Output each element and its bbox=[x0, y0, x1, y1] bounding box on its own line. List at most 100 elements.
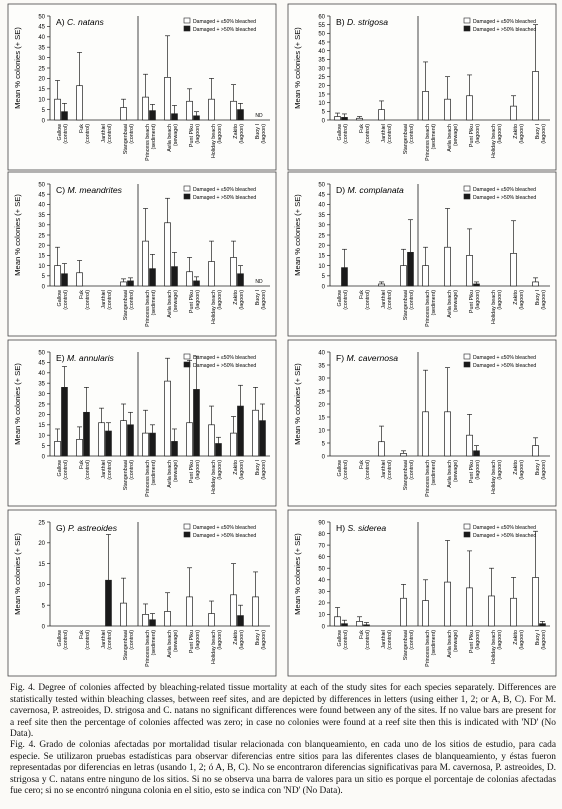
bar bbox=[510, 597, 517, 627]
bar bbox=[532, 577, 539, 627]
x-tick-label: Janthiel(control) bbox=[101, 630, 113, 650]
bar bbox=[54, 441, 61, 457]
bar bbox=[120, 420, 127, 457]
chart-panel-8: 0 10 20 30 40 50 60 70 80 90 Mean % colonies (+ SE… bbox=[287, 509, 557, 677]
chart-panel-7: 0 5 10 15 20 25 Mean % colonies (+ SE) G) P. as… bbox=[7, 509, 277, 677]
bar bbox=[98, 422, 105, 457]
x-tick-label: Avila beach(sewage) bbox=[167, 630, 179, 658]
y-tick-label: 10 bbox=[318, 264, 325, 270]
bar bbox=[193, 280, 200, 287]
y-tick-label: 50 bbox=[318, 567, 325, 573]
bar bbox=[444, 246, 451, 287]
bar bbox=[215, 443, 222, 457]
x-tick-label: Stangenbaai(control) bbox=[403, 460, 415, 490]
bar bbox=[54, 98, 61, 121]
y-tick-label: 35 bbox=[38, 382, 45, 388]
bar bbox=[510, 105, 517, 121]
x-tick-label: Avila beach(sewage) bbox=[447, 124, 459, 152]
bar bbox=[193, 115, 200, 121]
bar bbox=[466, 255, 473, 287]
legend-label-2: Damaged + >50% bleached bbox=[473, 195, 536, 201]
chart-panel-1: 0 5 10 15 20 25 30 35 40 45 50 Mean % colonies (+ S… bbox=[7, 3, 277, 171]
y-tick-label: 15 bbox=[38, 87, 45, 93]
x-tick-label: Fuk(control) bbox=[79, 460, 91, 480]
x-tick-label: Princess beach(sediment) bbox=[425, 124, 437, 161]
x-tick-label: Buoy I(lagoon) bbox=[535, 460, 547, 480]
y-tick-label: 25 bbox=[318, 389, 325, 395]
legend-swatch-1 bbox=[463, 17, 471, 24]
bar bbox=[400, 453, 407, 457]
bar bbox=[76, 272, 83, 287]
x-tick-label: Zakito(lagoon) bbox=[233, 290, 245, 310]
x-tick-label: Princess beach(sediment) bbox=[425, 460, 437, 497]
x-tick-label: Princess beach(sediment) bbox=[145, 124, 157, 161]
x-tick-label: Fuk(control) bbox=[359, 124, 371, 144]
y-tick-label: 60 bbox=[318, 14, 325, 20]
y-tick-label: 40 bbox=[38, 371, 45, 377]
bar bbox=[341, 117, 348, 121]
x-tick-label: Princess beach(sediment) bbox=[425, 290, 437, 327]
bar bbox=[186, 271, 193, 287]
legend-label-1: Damaged + ≤50% bleached bbox=[473, 187, 536, 193]
x-tick-label: Buoy I(lagoon) bbox=[255, 460, 267, 480]
y-tick-label: 50 bbox=[318, 32, 325, 38]
y-tick-label: 30 bbox=[38, 392, 45, 398]
x-tick-label: Stangenbaai(control) bbox=[123, 124, 135, 154]
y-tick-label: 15 bbox=[38, 423, 45, 429]
y-tick-label: 5 bbox=[322, 110, 326, 116]
y-tick-label: 30 bbox=[318, 376, 325, 382]
y-tick-label: 10 bbox=[38, 264, 45, 270]
panel-title: H) S. siderea bbox=[336, 523, 386, 533]
legend-label-1: Damaged + ≤50% bleached bbox=[473, 525, 536, 531]
bar bbox=[76, 85, 83, 121]
caption-spanish: Fig. 4. Grado de colonias afectadas por … bbox=[10, 740, 556, 797]
legend-swatch-2 bbox=[183, 25, 191, 32]
x-tick-label: Holiday beach(lagoon) bbox=[211, 290, 223, 324]
bar bbox=[378, 283, 385, 287]
x-tick-label: Holiday beach(lagoon) bbox=[491, 290, 503, 324]
y-tick-label: 25 bbox=[38, 66, 45, 72]
y-tick-label: 50 bbox=[38, 14, 45, 20]
y-axis-label: Mean % colonies (+ SE) bbox=[13, 194, 22, 276]
bar bbox=[171, 266, 178, 287]
y-tick-label: 40 bbox=[318, 49, 325, 55]
x-tick-label: Punt Piku(lagoon) bbox=[189, 124, 201, 147]
y-tick-label: 50 bbox=[318, 182, 325, 188]
legend-label-1: Damaged + ≤50% bleached bbox=[193, 187, 256, 193]
panel-frame bbox=[7, 3, 277, 171]
x-tick-label: Avila beach(sewage) bbox=[447, 630, 459, 658]
bar bbox=[510, 253, 517, 287]
nd-label: ND bbox=[255, 113, 263, 119]
bar bbox=[186, 422, 193, 457]
x-tick-label: Janthiel(control) bbox=[381, 460, 393, 480]
y-tick-label: 45 bbox=[318, 40, 325, 46]
x-tick-label: Gallow(control) bbox=[337, 630, 349, 650]
legend-swatch-2 bbox=[463, 361, 471, 368]
y-tick-label: 35 bbox=[318, 213, 325, 219]
bar bbox=[193, 389, 200, 457]
legend-swatch-2 bbox=[183, 361, 191, 368]
x-tick-label: Buoy I(lagoon) bbox=[255, 630, 267, 650]
legend-label-1: Damaged + ≤50% bleached bbox=[473, 355, 536, 361]
y-tick-label: 25 bbox=[38, 520, 45, 526]
bar bbox=[237, 405, 244, 457]
y-tick-label: 25 bbox=[38, 402, 45, 408]
legend-label-1: Damaged + ≤50% bleached bbox=[193, 355, 256, 361]
chart-panel-5: 0 5 10 15 20 25 30 35 40 45 50 Mean % colonies (+ S… bbox=[7, 339, 277, 507]
y-tick-label: 45 bbox=[38, 361, 45, 367]
x-tick-label: Fuk(control) bbox=[359, 630, 371, 650]
bar bbox=[259, 420, 266, 457]
x-tick-label: Fuk(control) bbox=[359, 460, 371, 480]
x-tick-label: Punt Piku(lagoon) bbox=[189, 460, 201, 483]
y-axis-label: Mean % colonies (+ SE) bbox=[13, 533, 22, 615]
legend-label-2: Damaged + >50% bleached bbox=[473, 27, 536, 33]
panel-frame bbox=[7, 339, 277, 507]
x-tick-label: Stangenbaai(control) bbox=[123, 460, 135, 490]
x-tick-label: Punt Piku(lagoon) bbox=[189, 630, 201, 653]
y-tick-label: 30 bbox=[318, 223, 325, 229]
y-tick-label: 0 bbox=[322, 118, 326, 124]
y-tick-label: 10 bbox=[38, 583, 45, 589]
y-axis-label: Mean % colonies (+ SE) bbox=[13, 363, 22, 445]
x-tick-label: Janthiel(control) bbox=[101, 290, 113, 310]
x-tick-label: Buoy I(lagoon) bbox=[535, 290, 547, 310]
